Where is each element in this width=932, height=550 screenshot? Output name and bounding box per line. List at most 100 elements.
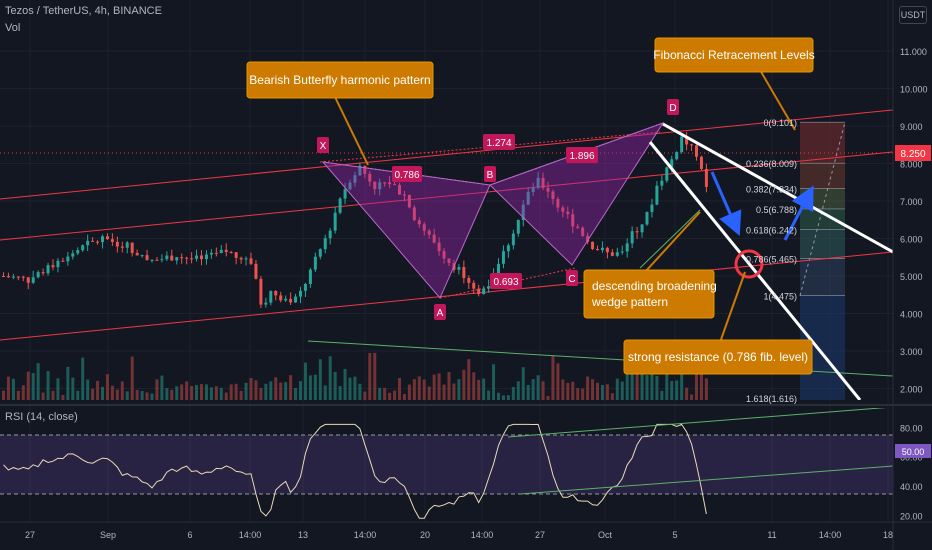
candle-body <box>581 227 585 236</box>
candle-body <box>635 231 639 233</box>
candle-body <box>600 247 604 251</box>
ratio-labels: 0.786 1.274 1.896 0.693 <box>392 134 598 289</box>
candle-body <box>383 182 387 184</box>
rsi-title: RSI (14, close) <box>5 411 78 423</box>
candle-body <box>402 194 406 196</box>
volume-bar <box>402 394 406 400</box>
price-tick: 8.000 <box>900 160 923 170</box>
candle-body <box>279 295 283 301</box>
candle-body <box>695 145 698 157</box>
arrow-up <box>783 185 814 241</box>
price-tick: 2.000 <box>900 385 923 395</box>
candle-body <box>323 238 327 250</box>
rsi-value-badge: 50.00 <box>902 447 925 457</box>
volume-bar <box>506 395 510 400</box>
fib-zone <box>800 122 845 164</box>
volume-bar <box>145 392 149 400</box>
volume-bar <box>165 388 169 400</box>
candle-body <box>180 257 184 259</box>
candle-body <box>704 168 708 187</box>
volume-bar <box>195 385 199 400</box>
candle-body <box>41 272 45 274</box>
volume-bar <box>81 357 85 400</box>
volume-bar <box>640 373 644 400</box>
volume-bar <box>417 376 421 400</box>
volume-bar <box>76 390 80 400</box>
candle-body <box>135 252 139 256</box>
candle-body <box>259 278 263 305</box>
candle-body <box>417 220 421 225</box>
volume-bar <box>482 378 486 400</box>
candle-body <box>447 258 451 264</box>
volume-bar <box>398 377 401 400</box>
candle-body <box>219 249 223 254</box>
candle-body <box>551 191 555 199</box>
volume-bar <box>600 384 604 400</box>
volume-bar <box>521 367 525 400</box>
volume-bar <box>120 381 124 400</box>
candle-body <box>566 211 570 215</box>
time-axis[interactable]: 27 Sep 6 14:00 13 14:00 20 14:00 27 Oct 5 11 14:00 18 <box>25 530 893 540</box>
volume-bar <box>66 366 70 400</box>
currency-button[interactable]: USDT <box>899 6 927 24</box>
candle-body <box>61 260 65 262</box>
candle-body <box>620 251 624 253</box>
point-label-c: C <box>568 274 575 285</box>
price-axis[interactable]: 11.000 10.000 9.000 8.000 7.000 6.000 5.000 4.0… <box>900 47 928 395</box>
candle-body <box>274 290 278 296</box>
candle-body <box>150 259 154 261</box>
candle-body <box>462 267 466 279</box>
candle-body <box>6 276 10 278</box>
volume-bar <box>61 394 65 400</box>
rsi-tick: 40.00 <box>900 482 923 492</box>
candle-body <box>511 233 515 246</box>
volume-bar <box>264 383 268 400</box>
candle-body <box>571 214 575 227</box>
candle-body <box>442 251 446 259</box>
candle-body <box>427 230 431 235</box>
candle-body <box>140 255 144 257</box>
candle-body <box>185 257 189 259</box>
candle-body <box>318 249 322 257</box>
candle-body <box>680 136 684 153</box>
candle-body <box>610 252 614 256</box>
symbol-title[interactable]: Tezos / TetherUS, 4h, BINANCE <box>5 5 162 17</box>
candle-body <box>467 278 471 283</box>
volume-bar <box>219 387 223 400</box>
volume-bar <box>383 387 387 400</box>
price-tick: 3.000 <box>900 347 923 357</box>
ratio-xd: 1.274 <box>486 138 511 149</box>
candle-body <box>200 255 203 260</box>
volume-bar <box>239 390 243 400</box>
volume-bar <box>704 378 708 400</box>
candle-body <box>31 277 35 283</box>
candle-body <box>591 241 595 250</box>
candle-body <box>81 245 85 251</box>
candle-body <box>373 181 377 190</box>
volume-bar <box>536 375 540 400</box>
volume-bar <box>150 393 154 400</box>
volume-bar <box>477 379 481 400</box>
candle-body <box>497 263 500 275</box>
candle-body <box>605 247 609 253</box>
candle-body <box>86 240 90 246</box>
candle-body <box>655 185 659 205</box>
candle-body <box>477 288 481 295</box>
volume-bar <box>51 390 55 400</box>
candle-body <box>586 235 590 242</box>
volume-bar <box>437 373 441 400</box>
candle-body <box>234 252 238 258</box>
candle-body <box>487 286 491 289</box>
time-tick: 13 <box>298 530 308 540</box>
volume-bar <box>670 380 674 400</box>
price-tick: 7.000 <box>900 197 923 207</box>
fib-zone <box>800 229 845 259</box>
rsi-tick: 80.00 <box>900 423 923 433</box>
volume-bar <box>299 381 302 400</box>
volume-bar <box>650 366 654 400</box>
volume-bar <box>180 384 184 400</box>
volume-label: Vol <box>5 22 21 34</box>
volume-bar <box>101 386 104 400</box>
